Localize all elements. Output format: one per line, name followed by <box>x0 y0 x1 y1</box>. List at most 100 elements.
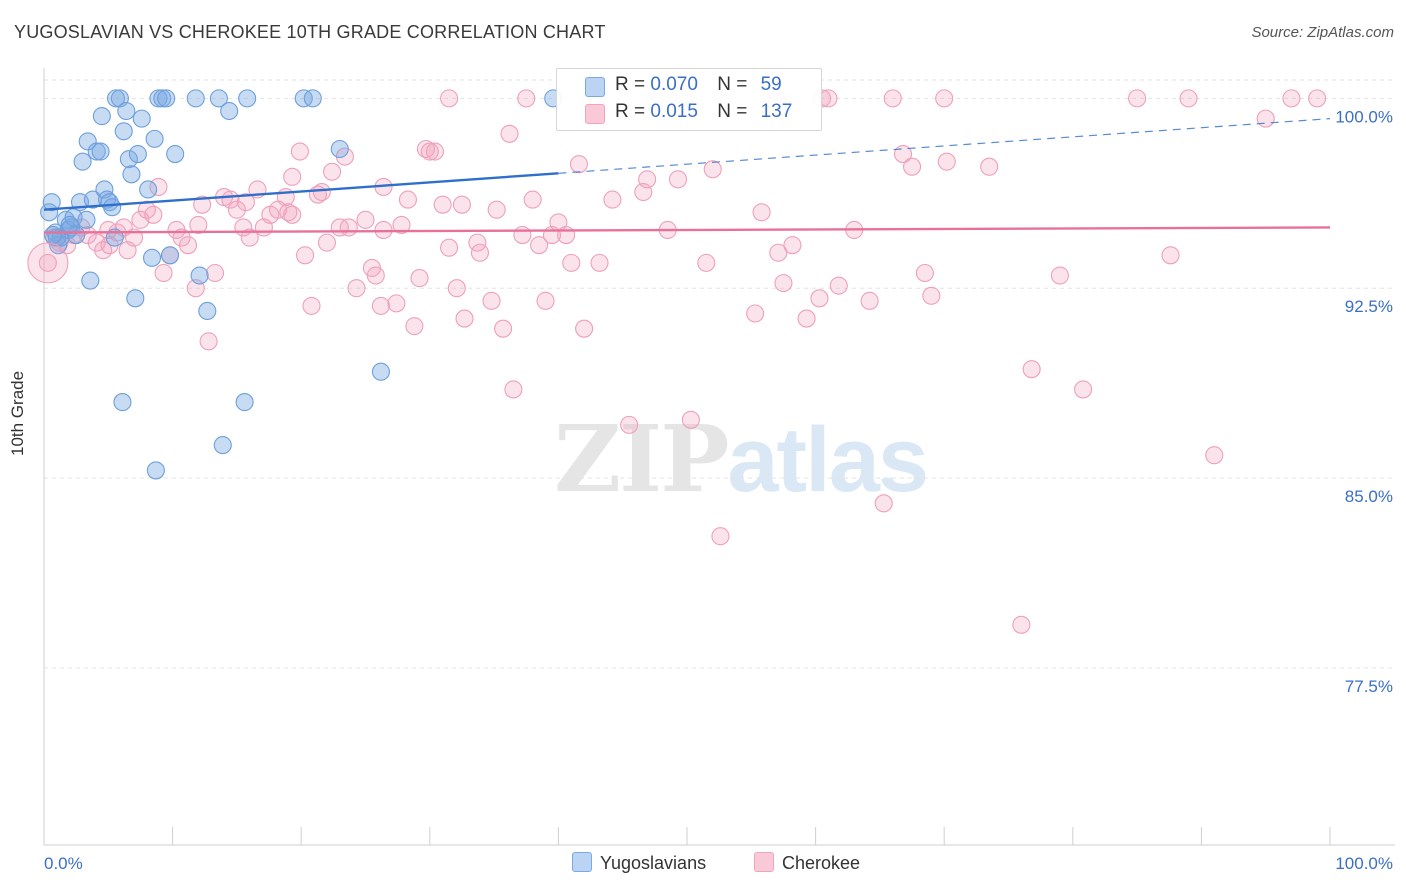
watermark-zip: ZIP <box>554 405 729 513</box>
cherokee-point <box>440 238 459 257</box>
yugoslavian-point <box>126 289 145 308</box>
yugoslavian-point <box>91 142 110 161</box>
cherokee-point <box>703 160 722 179</box>
bottom-legend-cherokee: Cherokee <box>754 852 860 876</box>
cherokee-trendline <box>43 226 1331 234</box>
cherokee-point <box>1282 89 1301 108</box>
yugoslavian-point <box>209 89 228 108</box>
yugoslavian-point <box>42 193 61 212</box>
cherokee-point <box>1161 246 1180 265</box>
legend-row-cherokee: R = 0.015 N = 137 <box>615 101 792 127</box>
cherokee-point <box>410 269 429 288</box>
cherokee-point <box>323 162 342 181</box>
cherokee-point <box>883 89 902 108</box>
yugoslavian-point <box>77 210 96 229</box>
yugoslavian-point <box>145 129 164 148</box>
cherokee-point <box>236 193 255 212</box>
cherokee-point <box>517 89 536 108</box>
yugoslavian-point <box>149 89 168 108</box>
cherokee-point <box>1050 266 1069 285</box>
bottom-legend-swatch-yugoslavians <box>572 852 592 872</box>
cherokee-point <box>1205 446 1224 465</box>
yugoslavian-trendline-extension <box>558 118 1331 174</box>
cherokee-point <box>455 309 474 328</box>
cherokee-point <box>392 215 411 234</box>
cherokee-point <box>523 190 542 209</box>
cherokee-point <box>915 263 934 283</box>
legend-r-label: R = <box>615 74 646 95</box>
cherokee-point <box>312 182 331 202</box>
cherokee-point <box>283 167 302 186</box>
yugoslavian-point <box>73 152 92 171</box>
cherokee-point <box>178 236 198 255</box>
yugoslavian-point <box>128 145 147 164</box>
bottom-legend-yugoslavians: Yugoslavians <box>572 852 706 876</box>
cherokee-point <box>405 317 424 336</box>
cherokee-point <box>575 319 594 338</box>
yugoslavian-point <box>330 139 349 159</box>
legend-r-value: 0.015 <box>650 101 698 122</box>
y-tick-label: 92.5% <box>1345 297 1393 316</box>
stats-legend: R = 0.070 N = 59 R = 0.015 N = 137 <box>556 68 822 131</box>
cherokee-point <box>296 246 315 265</box>
cherokee-point <box>1012 615 1031 634</box>
yugoslavian-point <box>87 142 106 161</box>
cherokee-point <box>668 170 688 189</box>
cherokee-point <box>810 289 829 308</box>
legend-n-value: 59 <box>760 74 782 95</box>
cherokee-point <box>638 170 657 189</box>
cherokee-point <box>500 124 519 143</box>
yugoslavian-point <box>103 198 122 217</box>
cherokee-point <box>205 263 225 283</box>
yugoslavian-point <box>146 461 165 480</box>
cherokee-point <box>774 274 793 293</box>
yugoslavian-point <box>190 266 209 285</box>
bottom-legend-label: Yugoslavians <box>600 853 707 873</box>
cherokee-point <box>980 157 999 176</box>
cherokee-point <box>440 89 459 108</box>
watermark: ZIPatlas <box>554 405 929 513</box>
source-label: Source: ZipAtlas.com <box>1251 24 1394 41</box>
yugoslavian-point <box>122 165 141 184</box>
cherokee-point <box>144 205 163 224</box>
cherokee-point <box>569 155 589 174</box>
cherokee-point <box>829 276 848 295</box>
y-tick-label: 85.0% <box>1345 487 1393 506</box>
legend-n-label: N = <box>717 74 748 95</box>
cherokee-point <box>874 494 893 513</box>
cherokee-point <box>154 263 173 283</box>
yugoslavian-point <box>160 246 180 265</box>
cherokee-point <box>433 195 452 214</box>
yugoslavian-point <box>198 301 217 321</box>
cherokee-point <box>387 294 406 313</box>
cherokee-point <box>1022 360 1041 379</box>
cherokee-point <box>681 410 700 429</box>
cherokee-point <box>752 203 771 222</box>
chart-title: YUGOSLAVIAN VS CHEROKEE 10TH GRADE CORRE… <box>14 22 606 42</box>
yugoslavian-point <box>238 89 257 108</box>
cherokee-point <box>937 152 956 171</box>
cherokee-point <box>189 215 208 234</box>
cherokee-point <box>922 286 941 305</box>
legend-n-label: N = <box>717 101 748 122</box>
cherokee-point <box>470 243 490 262</box>
yugoslavian-point <box>106 89 126 108</box>
cherokee-point <box>697 253 716 272</box>
yugoslavian-point <box>117 101 136 121</box>
cherokee-point <box>797 309 816 328</box>
cherokee-point <box>513 225 532 245</box>
cherokee-point <box>99 220 118 240</box>
legend-row-yugoslavians: R = 0.070 N = 59 <box>615 74 782 100</box>
y-tick-label: 100.0% <box>1335 107 1393 126</box>
yugoslavian-point <box>166 145 185 164</box>
cherokee-point <box>425 142 444 161</box>
yugoslavian-point <box>92 107 111 126</box>
cherokee-point <box>398 190 417 209</box>
cherokee-point <box>482 291 501 310</box>
cherokee-point <box>1074 380 1093 399</box>
cherokee-point <box>279 203 298 222</box>
cherokee-point <box>769 243 788 262</box>
cherokee-point <box>371 296 390 315</box>
yugoslavian-point <box>43 225 63 245</box>
